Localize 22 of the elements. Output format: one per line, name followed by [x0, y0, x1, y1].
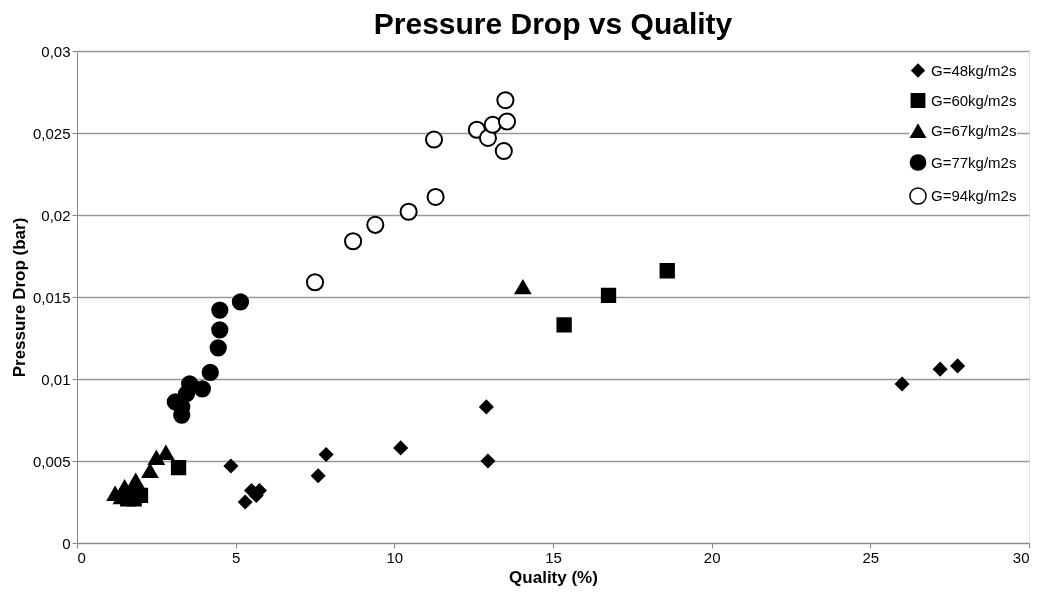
legend-label: G=60kg/m2s — [931, 91, 1017, 109]
x-tick-label: 20 — [703, 548, 721, 566]
y-tick-label: 0,02 — [41, 206, 71, 224]
chart-title: Pressure Drop vs Quality — [373, 7, 733, 40]
x-tick-label: 30 — [1012, 548, 1030, 566]
y-tick-label: 0 — [62, 534, 71, 552]
x-tick-label: 25 — [862, 548, 880, 566]
y-tick-label: 0,03 — [41, 42, 71, 60]
x-tick-label: 15 — [545, 548, 562, 566]
y-tick-label: 0,015 — [32, 288, 71, 306]
x-tick-label: 0 — [77, 548, 86, 566]
legend-label: G=67kg/m2s — [931, 122, 1017, 139]
x-axis-title: Quality (%) — [509, 567, 598, 587]
y-axis-title: Pressure Drop (bar) — [9, 217, 29, 378]
y-tick-label: 0,025 — [32, 124, 71, 142]
x-tick-label: 5 — [231, 548, 241, 566]
legend-label: G=48kg/m2s — [931, 61, 1017, 79]
legend-label: G=77kg/m2s — [931, 153, 1017, 171]
x-tick-label: 10 — [386, 548, 404, 566]
y-tick-label: 0,01 — [41, 370, 71, 388]
y-tick-label: 0,005 — [32, 452, 71, 470]
legend-label: G=94kg/m2s — [931, 187, 1017, 204]
